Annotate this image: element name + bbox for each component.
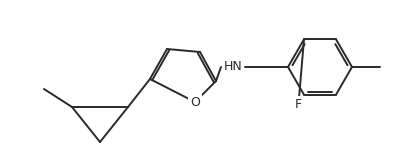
- Text: HN: HN: [224, 60, 243, 73]
- Text: F: F: [295, 97, 302, 111]
- Text: O: O: [190, 95, 200, 108]
